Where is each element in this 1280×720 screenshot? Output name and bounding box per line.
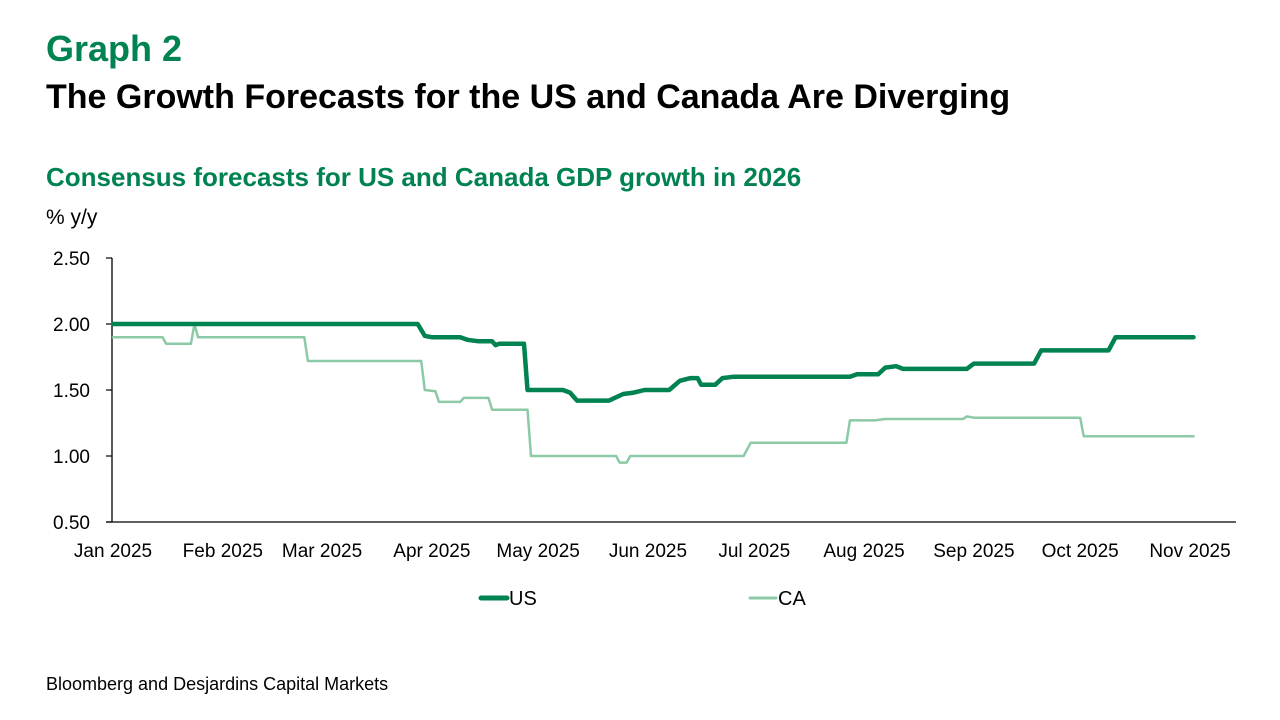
x-tick-label: Jun 2025 [609, 541, 687, 562]
x-tick-label: Nov 2025 [1149, 541, 1230, 562]
graph-number: Graph 2 [46, 28, 183, 69]
y-tick-label: 2.50 [53, 249, 90, 270]
x-tick-label: May 2025 [496, 541, 579, 562]
x-tick-label: Apr 2025 [393, 541, 470, 562]
legend-label-us: US [509, 588, 537, 610]
x-tick-label: Jan 2025 [74, 541, 152, 562]
x-axis: Jan 2025 Feb 2025 Mar 2025 Apr 2025 May 2025… [74, 541, 1231, 562]
y-tick-label: 1.00 [53, 447, 90, 468]
x-tick-label: Mar 2025 [282, 541, 362, 562]
y-tick-label: 1.50 [53, 381, 90, 402]
legend: US CA [478, 588, 806, 610]
y-tick-label: 2.00 [53, 315, 90, 336]
x-tick-label: Sep 2025 [933, 541, 1014, 562]
page-title: The Growth Forecasts for the US and Cana… [46, 78, 1011, 116]
source-note: Bloomberg and Desjardins Capital Markets [46, 674, 389, 694]
y-tick-label: 0.50 [53, 513, 90, 534]
y-axis: 0.50 1.00 1.50 2.00 2.50 [53, 249, 112, 534]
y-axis-label: % y/y [46, 206, 98, 229]
series-layer [110, 321, 1196, 464]
x-tick-label: Feb 2025 [183, 541, 263, 562]
series-line-ca [111, 322, 1195, 464]
series-line-us [110, 321, 1196, 403]
chart-title: Consensus forecasts for US and Canada GD… [46, 162, 802, 192]
legend-label-ca: CA [778, 588, 806, 610]
x-tick-label: Aug 2025 [823, 541, 904, 562]
x-tick-label: Jul 2025 [718, 541, 790, 562]
x-tick-label: Oct 2025 [1042, 541, 1119, 562]
